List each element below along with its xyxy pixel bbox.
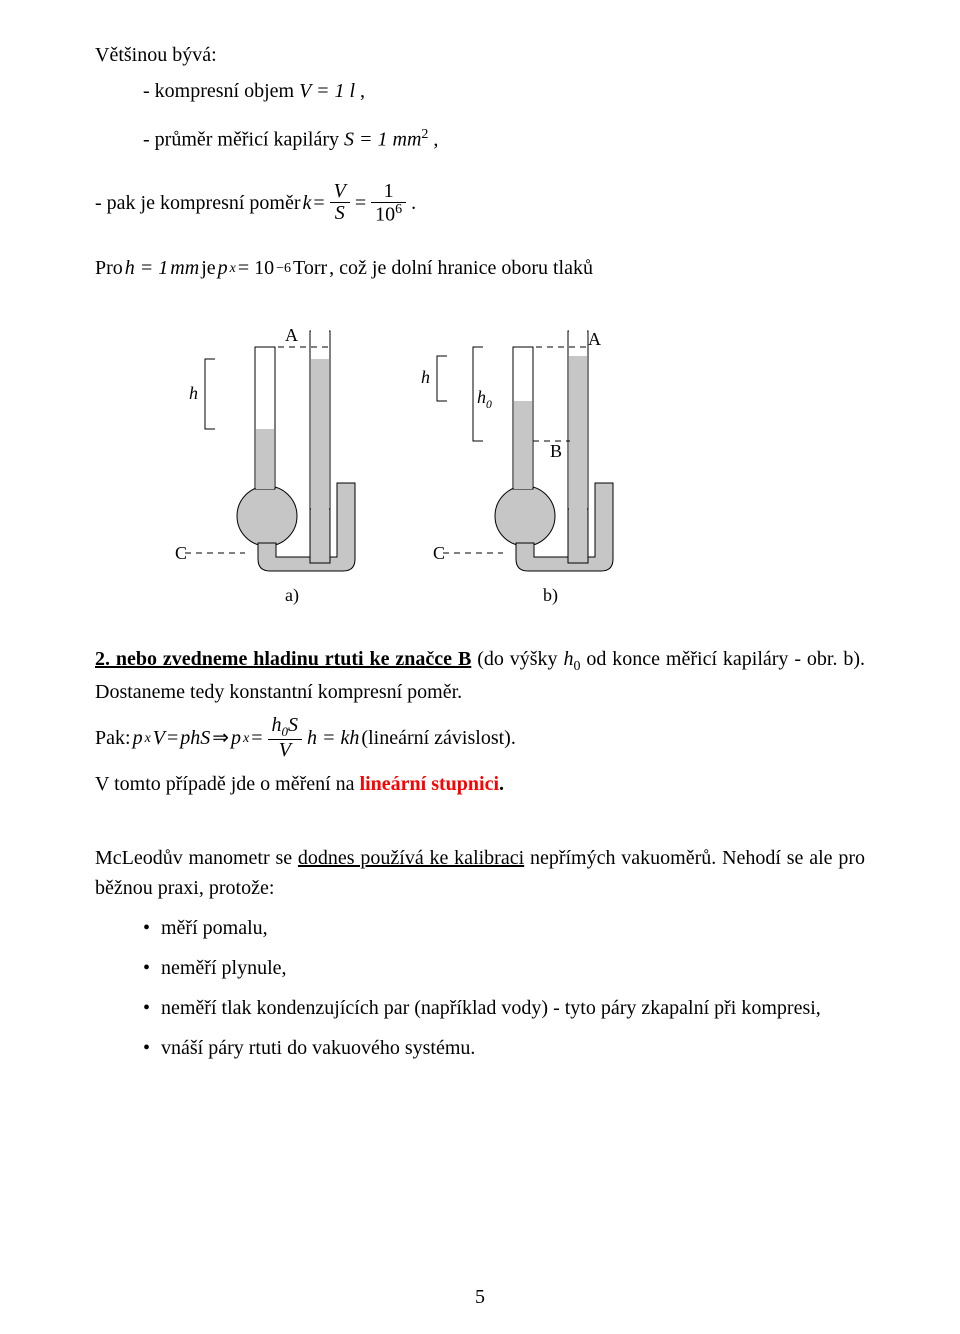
b1-suffix: , — [360, 80, 365, 102]
lin-b: lineární stupnici — [360, 773, 499, 795]
sec2-h0-h: h — [563, 648, 573, 670]
pak-frac-num-b: S — [288, 714, 298, 736]
pak-after-a: h = kh — [307, 723, 359, 753]
b1-prefix: - kompresní objem — [143, 80, 299, 102]
pak-px-sub: x — [145, 728, 151, 749]
section-2: 2. nebo zvedneme hladinu rtuti ke značce… — [95, 644, 865, 707]
svg-text:h0: h0 — [477, 387, 492, 411]
pak-imp: ⇒ — [212, 723, 229, 753]
b3-frac1-den: S — [330, 203, 350, 224]
b3-frac2-den: 106 — [371, 203, 406, 226]
b3-frac2: 1 106 — [371, 181, 406, 226]
list-item: • vnáší páry rtuti do vakuového systému. — [143, 1033, 865, 1063]
page: Většinou bývá: - kompresní objem V = 1 l… — [0, 0, 960, 1334]
pro-a: Pro — [95, 253, 123, 283]
pak-eq2: = — [251, 723, 262, 753]
pak-frac-num-a: h — [272, 714, 282, 736]
pro-eq: = 10 — [238, 253, 274, 283]
bullet-3: - pak je kompresní poměr k = V S = 1 106… — [95, 181, 865, 226]
bullet-icon: • — [143, 953, 161, 983]
bullet-icon: • — [143, 993, 161, 1023]
b3-prefix: - pak je kompresní poměr — [95, 188, 301, 218]
pro-unit: mm — [170, 253, 199, 283]
mcleod-para: McLeodův manometr se dodnes používá ke k… — [95, 843, 865, 903]
mcleod-item-4: vnáší páry rtuti do vakuového systému. — [161, 1033, 475, 1063]
mcleod-item-2: neměří plynule, — [161, 953, 287, 983]
pro-b: h = 1 — [125, 253, 169, 283]
svg-text:b): b) — [543, 585, 558, 606]
pak-after-suffix: (lineární závislost). — [361, 723, 515, 753]
pak-px2-sub: x — [243, 728, 249, 749]
pro-c: je — [201, 253, 215, 283]
bullet-icon: • — [143, 913, 161, 943]
b3-eq1: = — [313, 188, 324, 218]
b3-frac1: V S — [330, 181, 350, 224]
b3-eq2: = — [355, 188, 366, 218]
bullet-2: - průměr měřicí kapiláry S = 1 mm2 , — [143, 124, 865, 155]
svg-text:B: B — [550, 441, 562, 461]
svg-text:A: A — [285, 325, 298, 345]
svg-text:C: C — [433, 543, 445, 563]
svg-text:h: h — [421, 367, 430, 387]
sec2-mid-a: (do výšky — [477, 648, 563, 670]
b2-eq-a: S = 1 — [344, 129, 388, 151]
pak-line: Pak: px V = phS ⇒ px = h0S V h = kh (lin… — [95, 715, 865, 761]
bullet-icon: • — [143, 1033, 161, 1063]
pro-suffix: , což je dolní hranice oboru tlaků — [329, 253, 593, 283]
pak-prefix: Pak: — [95, 723, 131, 753]
line-pro: Pro h = 1 mm je px = 10−6 Torr , což je … — [95, 253, 865, 283]
b1-eq: V = 1 l — [299, 80, 355, 102]
pro-px-sub: x — [230, 258, 236, 279]
mcleod-item-3: neměří tlak kondenzujících par (napříkla… — [161, 993, 821, 1023]
pak-px: p — [133, 723, 143, 753]
pro-torr: Torr — [293, 253, 327, 283]
pak-px2: p — [231, 723, 241, 753]
pak-frac: h0S V — [268, 715, 303, 761]
mcleod-item-1: měří pomalu, — [161, 913, 268, 943]
lin-c: . — [499, 773, 504, 795]
pak-phS: phS — [180, 723, 210, 753]
bullet-1: - kompresní objem V = 1 l , — [143, 76, 865, 106]
intro-line: Většinou bývá: — [95, 40, 865, 70]
b3-suffix: . — [411, 188, 416, 218]
list-item: • měří pomalu, — [143, 913, 865, 943]
b2-suffix: , — [433, 129, 438, 151]
b3-frac2-num: 1 — [371, 181, 406, 203]
svg-text:h: h — [189, 383, 198, 403]
pak-frac-den: V — [268, 740, 303, 761]
figure-mcleod: C Ah a) C A Bh h0 b) — [155, 301, 925, 620]
b2-unit: mm — [393, 129, 422, 151]
lin-a: V tomto případě jde o měření na — [95, 773, 360, 795]
svg-text:C: C — [175, 543, 187, 563]
mcleod-diagram-svg: C Ah a) C A Bh h0 b) — [155, 301, 635, 611]
linear-scale-line: V tomto případě jde o měření na lineární… — [95, 769, 865, 799]
mcleod-b: dodnes používá ke kalibraci — [298, 847, 524, 869]
pro-sup: −6 — [276, 258, 291, 279]
b3-frac2-den-sup: 6 — [395, 202, 402, 217]
list-item: • neměří tlak kondenzujících par (napřík… — [143, 993, 865, 1023]
svg-text:a): a) — [285, 585, 299, 606]
mcleod-a: McLeodův manometr se — [95, 847, 298, 869]
page-number: 5 — [0, 1282, 960, 1312]
sec2-h0-sub: 0 — [573, 659, 580, 674]
pak-frac-num: h0S — [268, 715, 303, 740]
b3-frac1-num: V — [330, 181, 350, 203]
pak-eq1: = — [167, 723, 178, 753]
pro-px: p — [218, 253, 228, 283]
b3-frac2-den-base: 10 — [375, 203, 395, 225]
list-item: • neměří plynule, — [143, 953, 865, 983]
sec2-prefix: 2. nebo zvedneme hladinu rtuti ke značce… — [95, 648, 471, 670]
b2-sup: 2 — [421, 127, 428, 142]
mcleod-reasons-list: • měří pomalu, • neměří plynule, • neměř… — [143, 913, 865, 1063]
pak-V: V — [153, 723, 165, 753]
b3-k: k — [303, 188, 312, 218]
svg-text:A: A — [588, 329, 601, 349]
b2-prefix: - průměr měřicí kapiláry — [143, 129, 344, 151]
